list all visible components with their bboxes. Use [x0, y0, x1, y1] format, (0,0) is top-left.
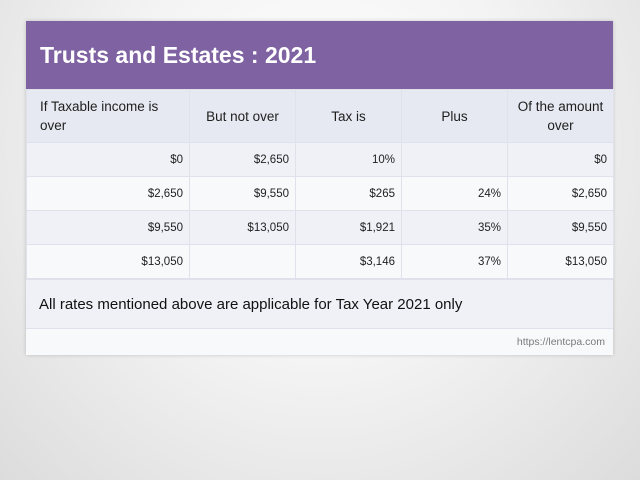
- header-taxable-income-over: If Taxable income is over: [26, 89, 190, 143]
- cell-not-over: [189, 244, 296, 279]
- cell-plus: [401, 142, 508, 177]
- cell-over: $2,650: [26, 176, 190, 211]
- cell-tax: $3,146: [295, 244, 402, 279]
- cell-tax: $265: [295, 176, 402, 211]
- cell-over: $0: [26, 142, 190, 177]
- cell-not-over: $9,550: [189, 176, 296, 211]
- table-header-row: If Taxable income is over But not over T…: [26, 89, 614, 143]
- cell-plus: 37%: [401, 244, 508, 279]
- cell-tax: $1,921: [295, 210, 402, 245]
- source-footer: https://lentcpa.com: [26, 328, 613, 355]
- cell-not-over: $2,650: [189, 142, 296, 177]
- cell-tax: 10%: [295, 142, 402, 177]
- tax-rate-card: Trusts and Estates : 2021 If Taxable inc…: [26, 21, 614, 355]
- slide-title: Trusts and Estates : 2021: [40, 41, 317, 68]
- header-but-not-over: But not over: [189, 89, 296, 143]
- applicability-note: All rates mentioned above are applicable…: [26, 279, 613, 328]
- cell-not-over: $13,050: [189, 210, 296, 245]
- cell-plus: 24%: [401, 176, 508, 211]
- header-of-amount-over: Of the amount over: [507, 89, 614, 143]
- source-url: https://lentcpa.com: [516, 336, 605, 348]
- header-plus: Plus: [401, 89, 508, 143]
- cell-plus: 35%: [401, 210, 508, 245]
- table-row: $13,050 $3,146 37% $13,050: [26, 244, 614, 279]
- cell-over: $9,550: [26, 210, 190, 245]
- cell-amount-over: $9,550: [507, 210, 614, 245]
- cell-amount-over: $13,050: [507, 244, 614, 279]
- cell-amount-over: $0: [507, 142, 614, 177]
- cell-amount-over: $2,650: [507, 176, 614, 211]
- table-row: $9,550 $13,050 $1,921 35% $9,550: [26, 210, 614, 245]
- title-bar: Trusts and Estates : 2021: [26, 21, 613, 89]
- table-row: $2,650 $9,550 $265 24% $2,650: [26, 176, 614, 211]
- header-tax-is: Tax is: [295, 89, 402, 143]
- table-row: $0 $2,650 10% $0: [26, 142, 614, 177]
- note-text: All rates mentioned above are applicable…: [39, 295, 463, 313]
- tax-rate-table: If Taxable income is over But not over T…: [26, 89, 614, 279]
- cell-over: $13,050: [26, 244, 190, 279]
